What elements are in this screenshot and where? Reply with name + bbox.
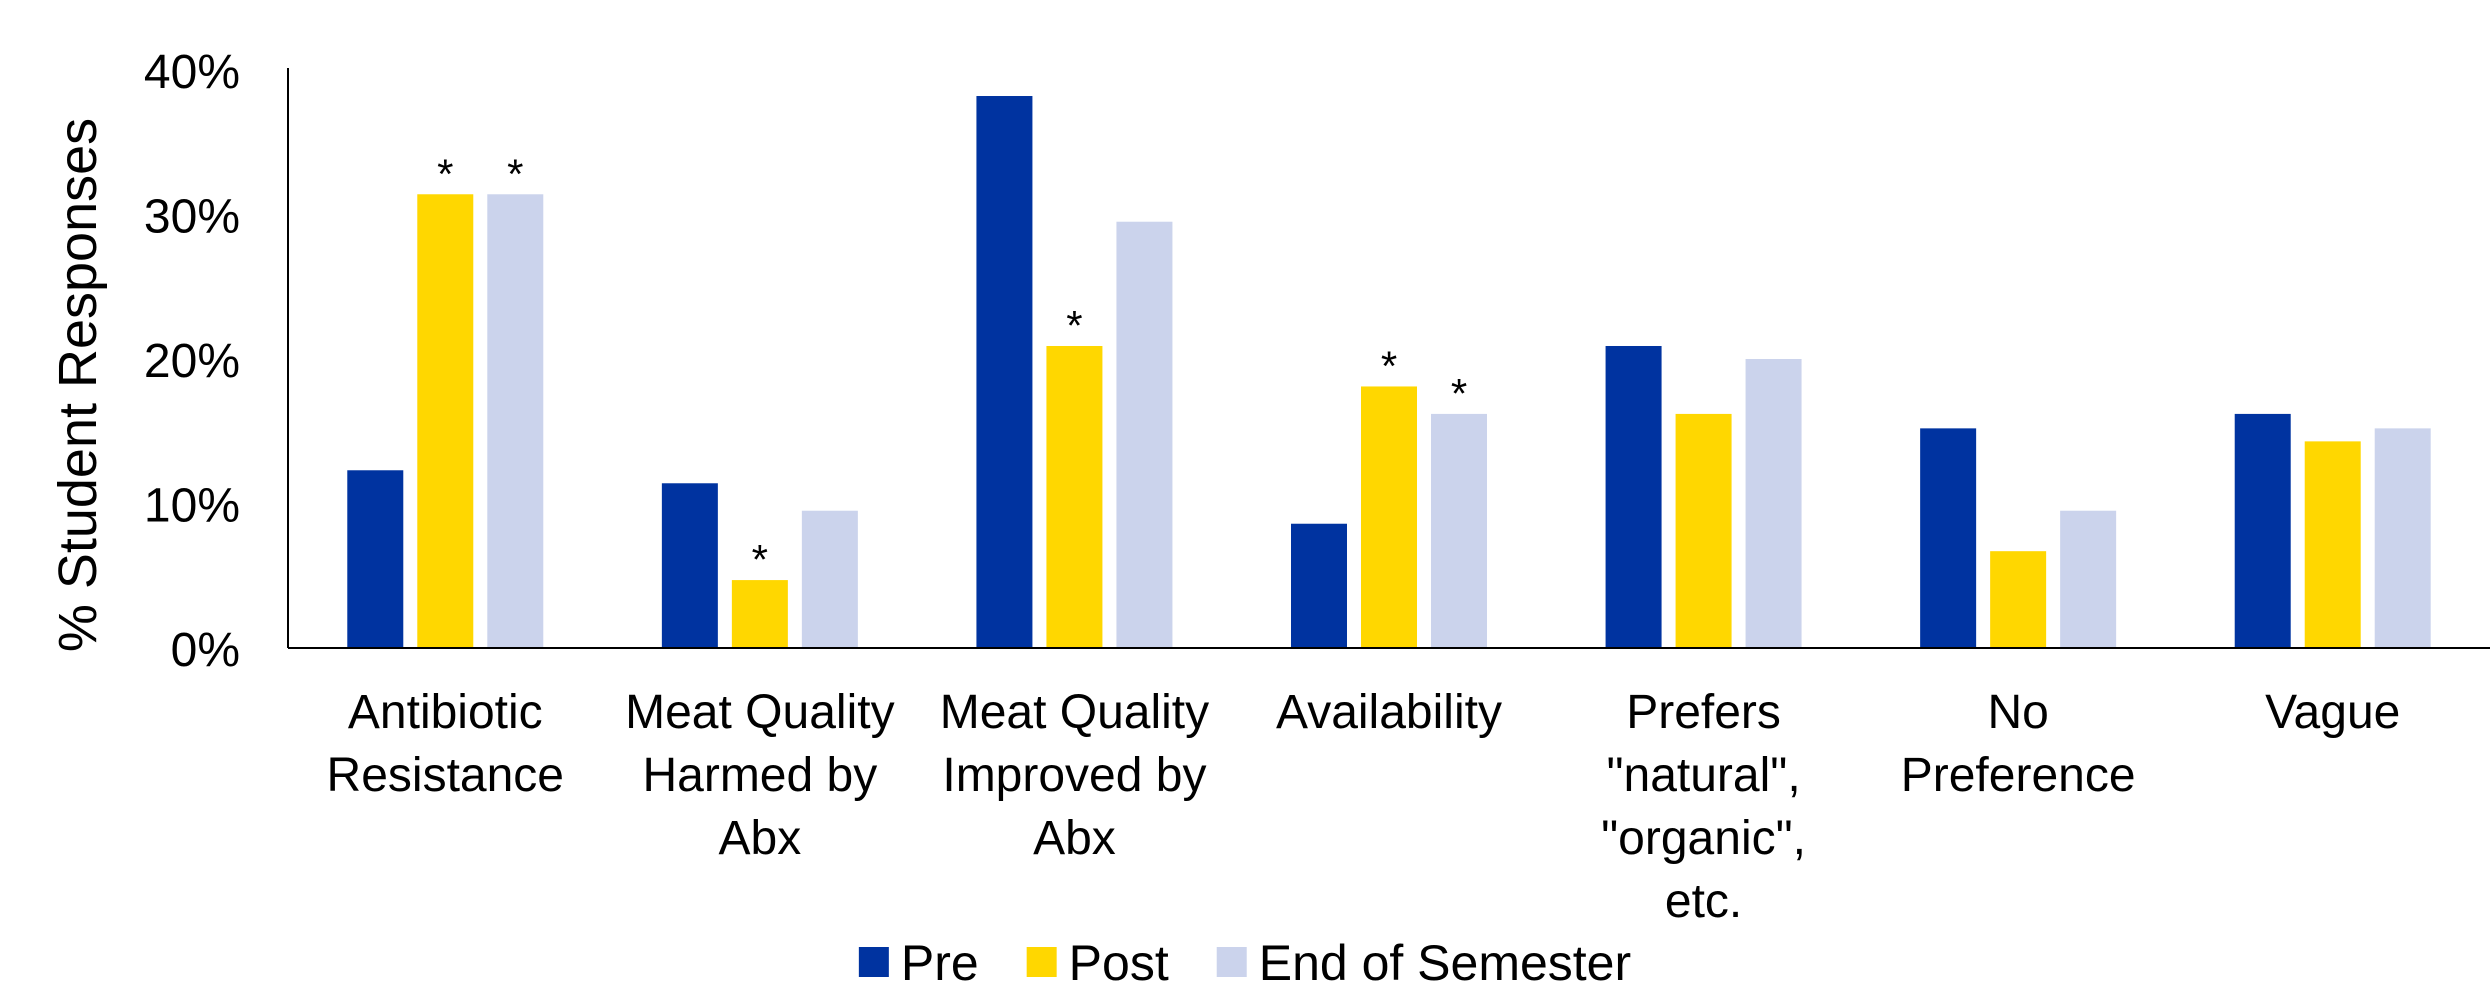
bar-end-of-semester xyxy=(1745,359,1802,648)
x-tick-label: Meat Quality xyxy=(625,686,894,739)
x-tick-label: "organic", xyxy=(1601,812,1806,865)
x-tick-label: Antibiotic xyxy=(348,686,543,739)
significance-marker: * xyxy=(752,536,768,583)
bar-end-of-semester xyxy=(2374,428,2431,648)
bar-pre xyxy=(1920,428,1977,648)
bar-post xyxy=(1990,551,2047,648)
x-tick-label: Meat Quality xyxy=(940,686,1209,739)
x-tick-label: Prefers xyxy=(1626,686,1781,739)
legend-label: End of Semester xyxy=(1259,935,1631,991)
y-axis-title: % Student Responses xyxy=(48,118,108,652)
bar-post xyxy=(1675,413,1732,648)
bar-post xyxy=(1046,345,1103,648)
bar-post xyxy=(731,580,788,648)
bar-end-of-semester xyxy=(2060,510,2117,648)
x-tick-label: Resistance xyxy=(327,749,564,802)
legend-swatch xyxy=(1216,947,1247,977)
legend-swatch xyxy=(1026,947,1057,977)
legend-label: Post xyxy=(1069,935,1169,991)
y-axis-title-group: % Student Responses xyxy=(48,118,108,652)
significance-marker: * xyxy=(1451,370,1467,417)
bar-pre xyxy=(976,96,1033,648)
bar-pre xyxy=(2234,413,2291,648)
x-tick-label: No xyxy=(1987,686,2048,739)
y-axis-ticks: 0% 10% 20% 30% 40% xyxy=(144,46,240,677)
bar-pre xyxy=(1291,523,1347,648)
y-tick-label: 20% xyxy=(144,335,240,388)
bar-end-of-semester xyxy=(1431,413,1487,648)
bar-end-of-semester xyxy=(487,194,544,648)
y-tick-label: 30% xyxy=(144,191,240,244)
x-tick-label: Improved by xyxy=(942,749,1206,802)
bar-post xyxy=(417,194,474,648)
bar-series xyxy=(347,96,2431,648)
legend-label: Pre xyxy=(901,935,979,991)
x-tick-label: Harmed by xyxy=(642,749,877,802)
bar-end-of-semester xyxy=(801,510,858,648)
bar-pre xyxy=(1605,345,1662,648)
x-tick-label: etc. xyxy=(1665,875,1742,928)
legend: Pre Post End of Semester xyxy=(858,935,1631,991)
y-tick-label: 10% xyxy=(144,480,240,533)
bar-pre xyxy=(347,470,404,648)
legend-swatch xyxy=(858,947,889,977)
significance-marker: * xyxy=(1381,342,1397,389)
y-tick-label: 0% xyxy=(171,624,240,677)
significance-marker: * xyxy=(507,150,523,197)
bar-pre xyxy=(661,483,718,648)
x-tick-label: Preference xyxy=(1901,749,2136,802)
significance-markers: * * * * * * xyxy=(437,150,1467,583)
x-tick-label: "natural", xyxy=(1606,749,1800,802)
x-tick-label: Abx xyxy=(1033,812,1116,865)
significance-marker: * xyxy=(437,150,453,197)
x-axis-category-labels: Antibiotic Resistance Meat Quality Harmed b… xyxy=(327,686,2401,928)
x-tick-label: Availability xyxy=(1276,686,1502,739)
x-tick-label: Abx xyxy=(718,812,801,865)
bar-end-of-semester xyxy=(1116,221,1173,648)
bar-post xyxy=(2304,441,2361,648)
bar-post xyxy=(1361,386,1417,648)
y-tick-label: 40% xyxy=(144,46,240,99)
x-tick-label: Vague xyxy=(2265,686,2400,739)
significance-marker: * xyxy=(1066,302,1082,349)
